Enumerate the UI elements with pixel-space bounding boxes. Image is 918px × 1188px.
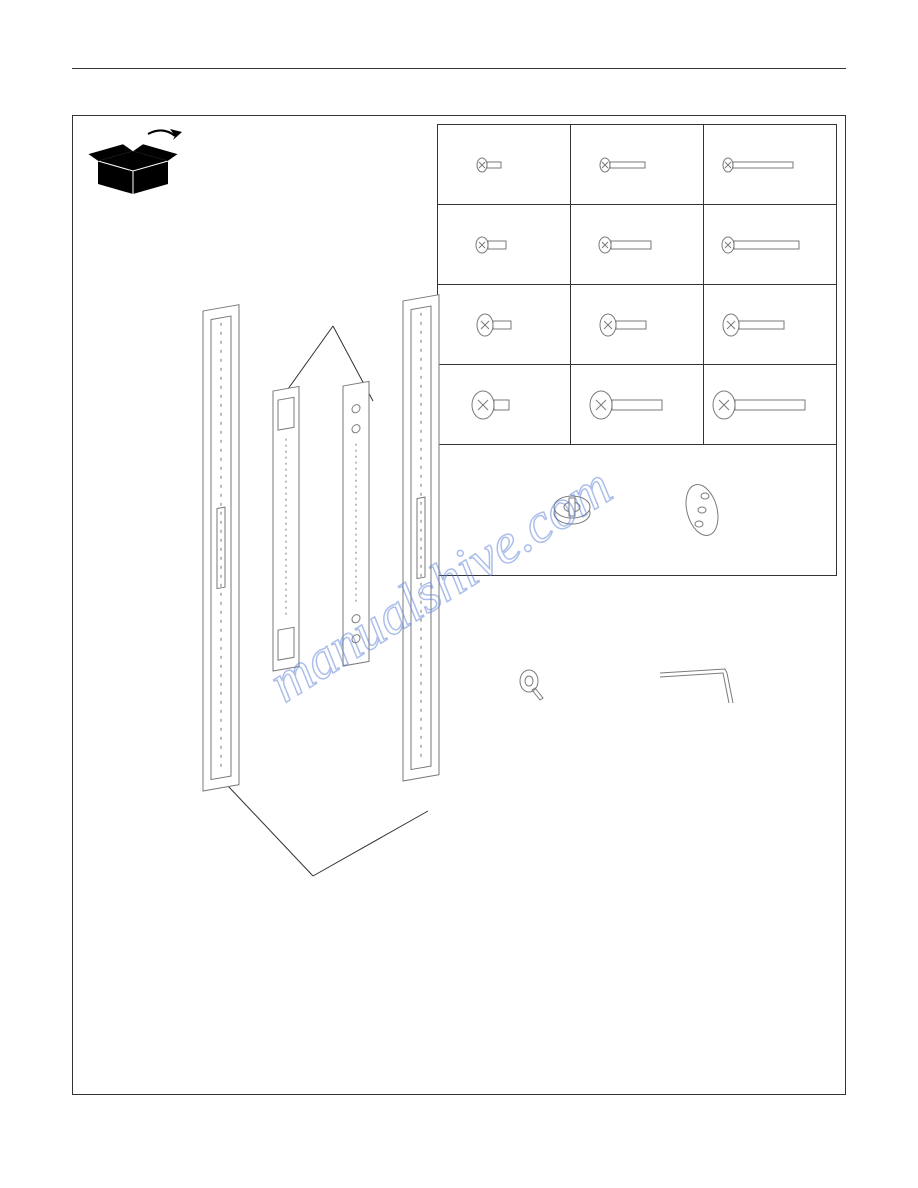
hardware-cell <box>704 125 836 204</box>
spacer-nut-icon <box>547 485 597 535</box>
hardware-row <box>438 125 836 205</box>
screw-icon <box>474 155 534 175</box>
screw-icon <box>597 310 677 340</box>
loose-hardware <box>465 646 795 726</box>
package-contents-icon <box>83 126 193 196</box>
content-frame <box>72 115 846 1095</box>
screw-icon <box>597 155 677 175</box>
screw-icon <box>720 233 820 257</box>
screw-icon <box>474 310 534 340</box>
hardware-row-spacers <box>438 445 836 575</box>
hardware-cell <box>571 125 704 204</box>
hardware-table <box>437 124 837 576</box>
screw-icon <box>587 387 687 423</box>
hardware-cell <box>438 125 571 204</box>
screw-icon <box>720 155 820 175</box>
hardware-cell <box>571 365 704 444</box>
hardware-row <box>438 285 836 365</box>
hardware-cell <box>704 285 836 364</box>
hardware-cell <box>571 205 704 284</box>
hardware-row <box>438 365 836 445</box>
spacer-oval-icon <box>677 478 727 543</box>
hardware-cell <box>704 365 836 444</box>
hardware-cell <box>704 205 836 284</box>
screw-icon <box>597 233 677 257</box>
security-screw-icon <box>515 666 555 706</box>
header-rule <box>72 68 846 69</box>
hardware-cell <box>571 285 704 364</box>
allen-key-icon <box>655 661 745 711</box>
bracket-assembly <box>183 271 483 891</box>
screw-icon <box>720 310 820 340</box>
hardware-row <box>438 205 836 285</box>
screw-icon <box>474 233 534 257</box>
screw-icon <box>710 387 830 423</box>
